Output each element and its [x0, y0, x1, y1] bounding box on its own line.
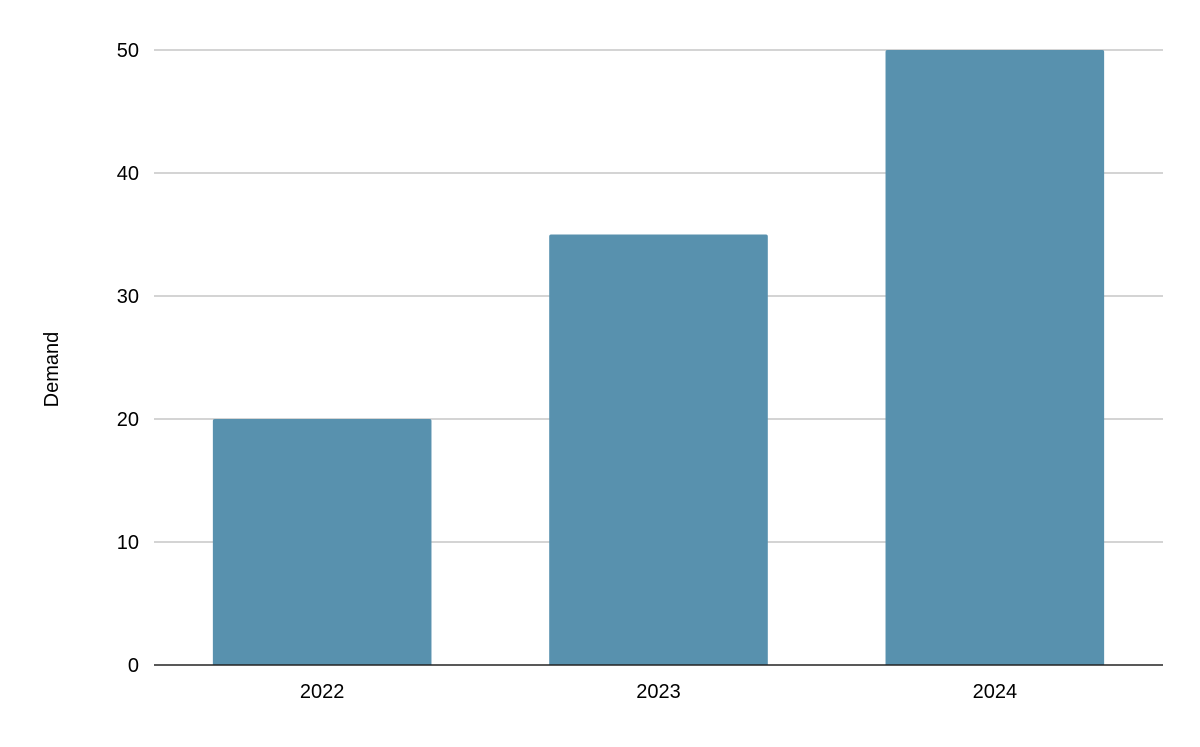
bars [212, 50, 1105, 665]
y-tick-label: 40 [117, 163, 139, 185]
y-tick-label: 0 [128, 655, 139, 677]
bar-2023 [549, 234, 768, 665]
x-tick-label: 2023 [636, 681, 681, 703]
y-axis-title: Demand [41, 332, 63, 408]
y-tick-label: 10 [117, 532, 139, 554]
y-tick-label: 50 [117, 40, 139, 62]
y-tick-label: 30 [117, 286, 139, 308]
bar-2022 [212, 419, 432, 665]
x-tick-label: 2022 [300, 681, 345, 703]
x-tick-label: 2024 [973, 681, 1018, 703]
y-axis-ticks: 0 10 20 30 40 50 [117, 40, 139, 677]
x-axis-ticks: 2022 2023 2024 [300, 681, 1017, 703]
bar-2024 [885, 50, 1105, 665]
y-tick-label: 20 [117, 409, 139, 431]
